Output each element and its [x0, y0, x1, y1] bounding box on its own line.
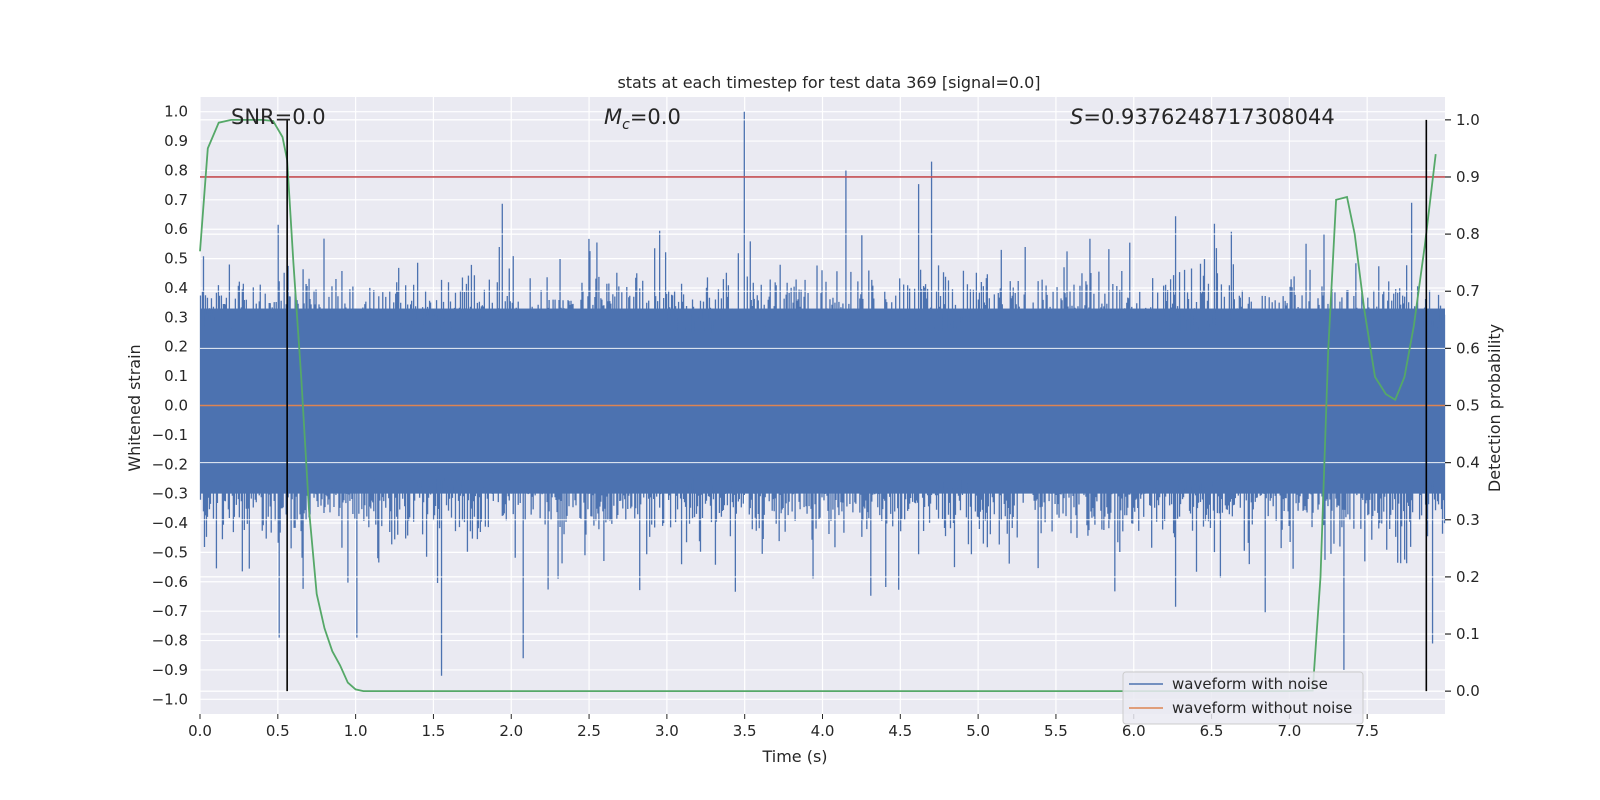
x-tick-label: 5.5 — [1044, 722, 1068, 740]
x-tick-label: 0.5 — [266, 722, 290, 740]
mc-symbol: M — [604, 105, 622, 129]
x-tick-label: 0.0 — [188, 722, 212, 740]
y-left-axis-label: Whitened strain — [125, 344, 144, 471]
noise-waveform-series — [199, 111, 1446, 692]
x-axis-label: Time (s) — [761, 747, 827, 766]
y-right-tick-label: 0.5 — [1456, 397, 1480, 415]
legend-label-noise: waveform with noise — [1172, 675, 1328, 693]
x-tick-label: 1.0 — [344, 722, 368, 740]
y-left-tick-label: −0.5 — [152, 543, 188, 561]
detection-probability-line — [199, 119, 1437, 692]
y-right-tick-label: 0.0 — [1456, 682, 1480, 700]
y-right-axis-label: Detection probability — [1485, 324, 1504, 492]
y-left-tick-label: −0.8 — [152, 632, 188, 650]
s-annotation: S=0.9376248717308044 — [1070, 105, 1335, 129]
chart-title: stats at each timestep for test data 369… — [617, 73, 1040, 92]
x-tick-label: 1.5 — [422, 722, 446, 740]
mc-annotation: Mc=0.0 — [604, 105, 681, 133]
y-left-tick-label: −1.0 — [152, 690, 188, 708]
snr-annotation: SNR=0.0 — [231, 105, 326, 129]
y-right-axis-ticks: 0.0 0.1 0.2 0.3 0.4 0.5 0.6 0.7 0.8 0.9 1.0 — [1445, 111, 1480, 700]
y-left-tick-label: 0.0 — [164, 397, 188, 415]
y-right-tick-label: 0.1 — [1456, 625, 1480, 643]
noise-waveform-trace — [199, 111, 1446, 676]
y-left-tick-label: −0.1 — [152, 426, 188, 444]
y-right-tick-label: 0.8 — [1456, 225, 1480, 243]
x-tick-label: 3.5 — [733, 722, 757, 740]
y-right-tick-label: 1.0 — [1456, 111, 1480, 129]
y-left-tick-label: 0.9 — [164, 132, 188, 150]
y-left-tick-label: −0.4 — [152, 514, 188, 532]
y-left-tick-label: 0.6 — [164, 220, 188, 238]
x-tick-label: 6.0 — [1122, 722, 1146, 740]
x-tick-label: 2.5 — [577, 722, 601, 740]
legend-box — [1122, 671, 1364, 725]
x-tick-label: 4.5 — [888, 722, 912, 740]
y-left-tick-label: 0.7 — [164, 191, 188, 209]
legend-label-clean: waveform without noise — [1172, 699, 1352, 717]
x-tick-label: 6.5 — [1200, 722, 1224, 740]
y-right-tick-label: 0.3 — [1456, 511, 1480, 529]
y-left-tick-label: −0.3 — [152, 485, 188, 503]
y-left-tick-label: −0.6 — [152, 573, 188, 591]
s-value: =0.9376248717308044 — [1083, 105, 1334, 129]
x-tick-label: 4.0 — [811, 722, 835, 740]
x-tick-label: 7.0 — [1277, 722, 1301, 740]
y-left-tick-label: 0.8 — [164, 161, 188, 179]
y-right-tick-label: 0.2 — [1456, 568, 1480, 586]
y-left-tick-label: −0.7 — [152, 602, 188, 620]
y-left-tick-label: 0.2 — [164, 338, 188, 356]
x-tick-label: 7.5 — [1355, 722, 1379, 740]
y-left-tick-label: −0.9 — [152, 661, 188, 679]
x-axis-ticks: 0.0 0.5 1.0 1.5 2.0 2.5 3.0 3.5 4.0 4.5 5.0 5.5 6.0 6… — [188, 714, 1379, 740]
vertical-markers — [286, 119, 1428, 692]
x-tick-label: 5.0 — [966, 722, 990, 740]
y-right-tick-label: 0.9 — [1456, 168, 1480, 186]
y-left-tick-label: 0.3 — [164, 308, 188, 326]
mc-subscript: c — [622, 117, 630, 133]
y-left-tick-label: 0.4 — [164, 279, 188, 297]
y-right-tick-label: 0.6 — [1456, 339, 1480, 357]
x-tick-label: 3.0 — [655, 722, 679, 740]
y-left-tick-label: 1.0 — [164, 103, 188, 121]
y-right-tick-label: 0.7 — [1456, 282, 1480, 300]
legend: waveform with noise waveform without noi… — [1122, 671, 1364, 725]
y-left-tick-label: 0.5 — [164, 250, 188, 268]
y-left-tick-label: 0.1 — [164, 367, 188, 385]
s-symbol: S — [1070, 105, 1083, 129]
y-left-axis-ticks: −1.0 −0.9 −0.8 −0.7 −0.6 −0.5 −0.4 −0.3 −0.2 −0.1… — [152, 103, 188, 709]
x-tick-label: 2.0 — [499, 722, 523, 740]
mc-value: =0.0 — [630, 105, 681, 129]
y-left-tick-label: −0.2 — [152, 455, 188, 473]
y-right-tick-label: 0.4 — [1456, 454, 1480, 472]
